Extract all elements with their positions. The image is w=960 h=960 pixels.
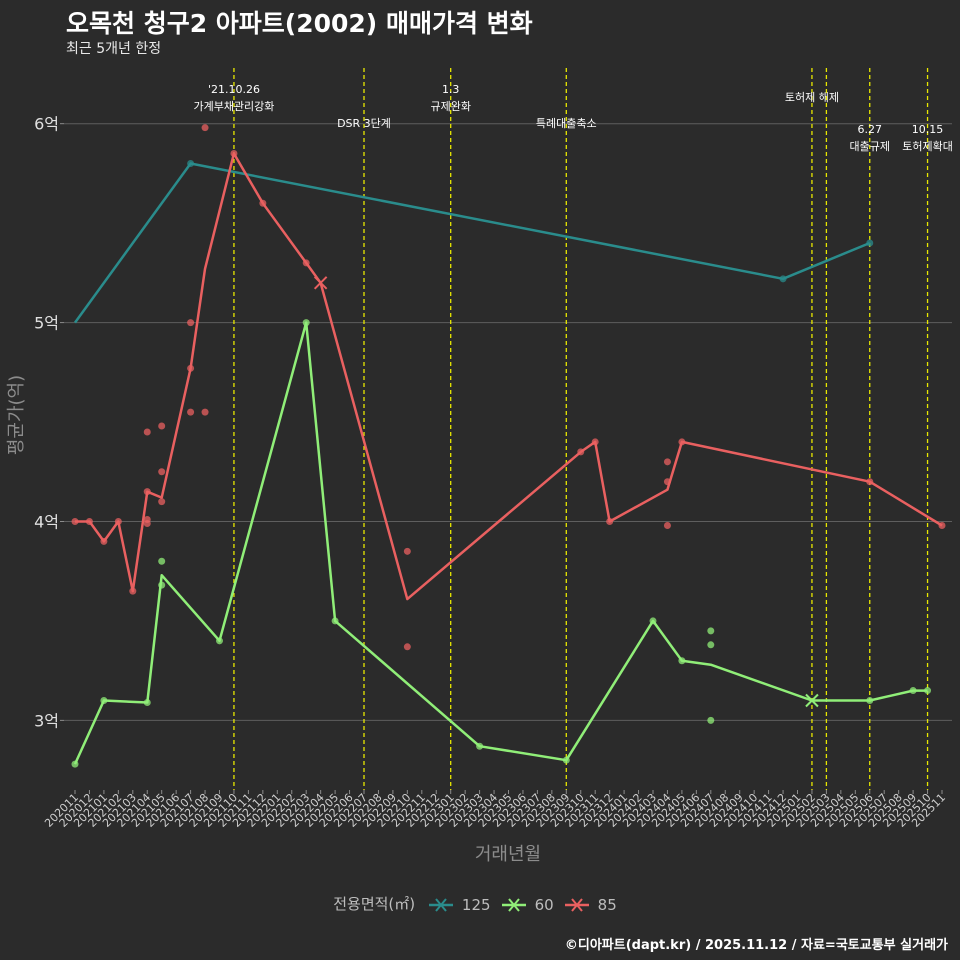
data-point-85	[143, 428, 151, 436]
chart-title: 오목천 청구2 아파트(2002) 매매가격 변화	[66, 9, 533, 38]
data-point-85	[187, 408, 195, 416]
data-point-85	[129, 587, 137, 595]
data-point-85	[302, 259, 310, 267]
legend-item-85: 85	[564, 896, 617, 914]
legend-item-125: 125	[428, 896, 491, 914]
data-point-125	[187, 159, 195, 167]
legend-title: 전용면적(㎡)	[333, 895, 416, 913]
y-tick-label: 4억	[34, 512, 59, 531]
data-point-60	[100, 696, 108, 704]
data-point-85	[71, 517, 79, 525]
data-point-60	[707, 627, 715, 635]
data-point-125	[866, 239, 874, 247]
data-point-85	[403, 547, 411, 555]
series-line-60	[73, 321, 928, 765]
y-axis-label: 평균가(억)	[6, 375, 27, 455]
data-point-85	[938, 521, 946, 529]
legend-key-85	[564, 897, 589, 912]
legend-key-125	[428, 897, 453, 912]
data-point-85	[143, 488, 151, 496]
data-point-85	[158, 498, 166, 506]
legend: 전용면적(㎡) 125 60 85	[0, 893, 960, 914]
legend-label-60: 60	[534, 895, 554, 914]
legend-key-60	[501, 897, 526, 912]
data-point-85	[114, 517, 122, 525]
event-label: 토허제확대	[902, 140, 953, 153]
data-point-60	[707, 716, 715, 724]
cross-point-60	[805, 693, 819, 708]
y-tick-label: 5억	[34, 314, 59, 333]
event-label: DSR 3단계	[337, 117, 391, 130]
data-point-60	[678, 657, 686, 665]
data-point-85	[187, 319, 195, 327]
data-point-60	[71, 760, 79, 768]
event-label: 토허제 해제	[785, 90, 839, 104]
event-label: 6.27	[858, 123, 883, 136]
data-point-60	[649, 617, 657, 625]
series-points	[71, 124, 946, 768]
data-point-85	[259, 199, 267, 207]
event-label: 특례대출축소	[536, 117, 597, 130]
legend-label-85: 85	[597, 895, 617, 914]
y-tick-label: 3억	[34, 711, 59, 730]
data-point-125	[779, 275, 787, 283]
data-point-85	[577, 448, 585, 456]
data-point-60	[331, 617, 339, 625]
data-point-85	[678, 438, 686, 446]
data-point-85	[866, 478, 874, 486]
data-point-85	[158, 468, 166, 476]
data-point-60	[924, 687, 932, 695]
data-point-60	[476, 742, 484, 750]
data-point-60	[158, 581, 166, 589]
data-point-60	[909, 687, 917, 695]
y-gridlines	[64, 123, 952, 721]
data-point-85	[201, 408, 209, 416]
x-axis-label: 거래년월	[475, 844, 541, 865]
data-point-60	[143, 698, 151, 706]
event-label: 규제완화	[430, 100, 470, 113]
data-point-85	[230, 150, 238, 158]
data-point-60	[216, 637, 223, 645]
data-point-85	[100, 537, 108, 545]
event-label: 대출규제	[850, 140, 890, 153]
data-point-85	[158, 422, 166, 430]
data-point-60	[707, 641, 715, 649]
x-axis-ticks: 2020112020122021012021022021032021042021…	[42, 790, 948, 830]
data-point-60	[866, 696, 874, 704]
source-caption: ©디아파트(dapt.kr) / 2025.11.12 / 자료=국토교통부 실…	[564, 938, 948, 953]
chart-subtitle: 최근 5개년 한정	[66, 41, 162, 57]
data-point-60	[158, 557, 166, 565]
data-point-60	[562, 756, 570, 764]
data-point-85	[663, 458, 671, 466]
data-point-85	[591, 438, 599, 446]
data-point-85	[403, 643, 411, 651]
data-point-85	[85, 517, 93, 525]
data-point-85	[201, 124, 209, 132]
data-point-85	[663, 521, 671, 529]
series-line-125	[73, 162, 871, 324]
data-point-85	[187, 364, 195, 372]
y-axis-ticks: 3억 4억 5억 6억	[34, 115, 64, 730]
data-point-85	[143, 519, 151, 527]
event-label: 가계부채관리강화	[193, 100, 274, 113]
data-point-85	[606, 517, 614, 525]
y-tick-label: 6억	[34, 115, 59, 134]
event-label: 1.3	[442, 83, 460, 96]
event-label: '21.10.26	[208, 83, 260, 96]
data-point-85	[663, 478, 671, 486]
data-point-60	[302, 319, 310, 327]
cross-point-85	[313, 276, 328, 290]
event-label: 10.15	[912, 123, 944, 136]
legend-label-125: 125	[461, 895, 491, 914]
legend-item-60: 60	[501, 896, 554, 914]
